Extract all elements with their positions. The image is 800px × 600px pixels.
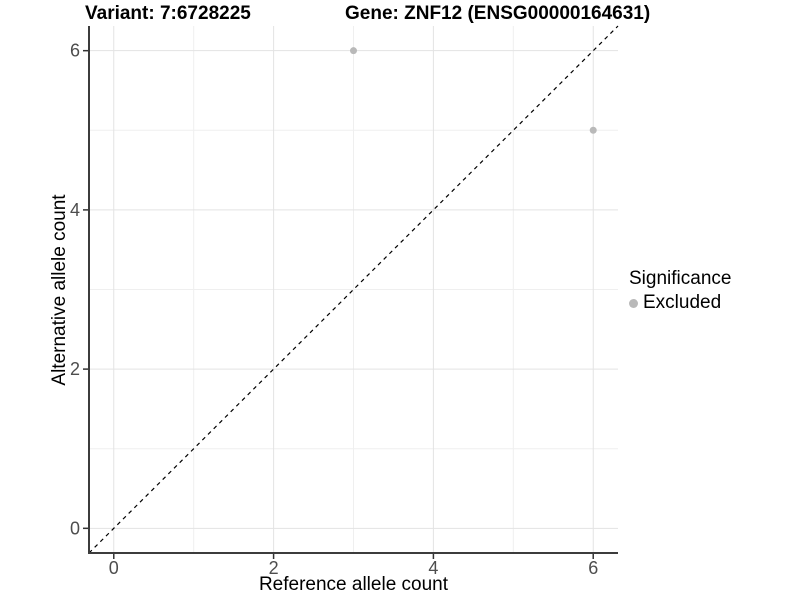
y-tick-label: 4	[70, 200, 80, 220]
x-tick-label: 4	[428, 558, 438, 578]
y-axis-title: Alternative allele count	[49, 194, 70, 386]
y-tick-label: 2	[70, 359, 80, 379]
y-tick-label: 0	[70, 518, 80, 538]
x-tick-label: 0	[109, 558, 119, 578]
gene-title: Gene: ZNF12 (ENSG00000164631)	[345, 3, 651, 24]
data-point	[589, 126, 597, 134]
variant-title: Variant: 7:6728225	[85, 3, 251, 24]
x-axis-title: Reference allele count	[258, 574, 449, 595]
x-tick-label: 2	[269, 558, 279, 578]
legend-title: Significance	[629, 268, 732, 289]
legend-item-label: Excluded	[643, 292, 722, 313]
legend-key-dot	[629, 298, 638, 308]
x-tick-label: 6	[588, 558, 598, 578]
legend: Significance Excluded	[629, 268, 731, 314]
y-tick-label: 6	[70, 41, 80, 61]
legend-item-excluded: Excluded	[629, 292, 731, 314]
data-point	[350, 47, 357, 55]
